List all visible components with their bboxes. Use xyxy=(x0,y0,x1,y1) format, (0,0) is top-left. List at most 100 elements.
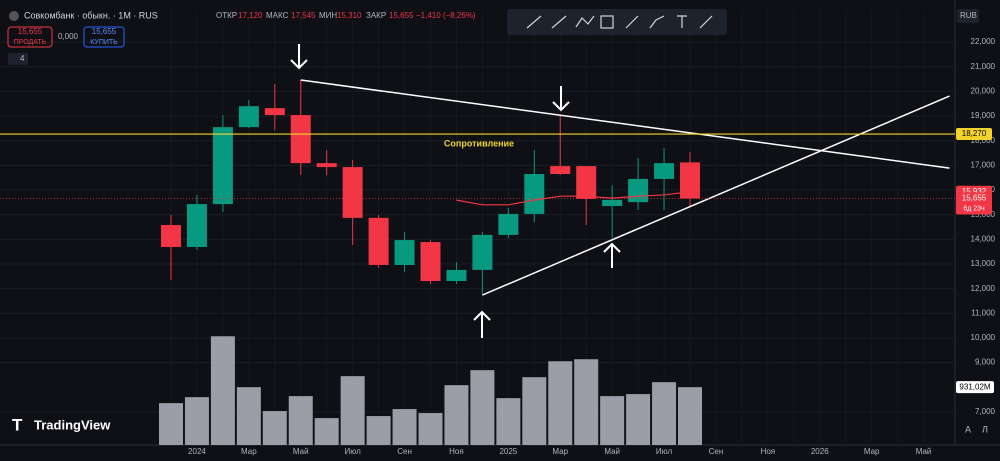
axis-price: 15,932 xyxy=(962,187,987,196)
y-tick-label: 13,000 xyxy=(971,259,996,268)
x-tick-label: Ноя xyxy=(449,447,464,456)
arrow-down xyxy=(290,44,308,70)
volume-bar xyxy=(470,370,495,445)
trendline xyxy=(300,79,950,169)
arrows xyxy=(290,44,621,338)
tool-ray[interactable] xyxy=(551,15,567,29)
candle-body xyxy=(238,106,259,128)
buy-button[interactable] xyxy=(83,26,125,48)
volume-bar xyxy=(574,359,599,445)
candle-body xyxy=(186,204,207,247)
y-tick-label: 20,000 xyxy=(971,86,996,95)
x-tick-label: Май xyxy=(916,447,932,456)
arrow-down xyxy=(552,86,570,112)
y-tick-label: 11,000 xyxy=(971,308,995,317)
currency: RUB xyxy=(960,11,977,20)
volume-bar xyxy=(210,336,235,445)
candle-body xyxy=(212,127,233,205)
volume-bar xyxy=(600,396,625,445)
volume-bar xyxy=(418,413,443,445)
y-tick-label: 22,000 xyxy=(971,37,996,46)
volume-bar xyxy=(340,376,365,445)
auto-scale[interactable]: A xyxy=(965,424,971,434)
ohlc-label: МАКС xyxy=(266,11,289,20)
volume-bar xyxy=(184,397,209,445)
candle-body xyxy=(576,166,597,199)
tool-brush[interactable] xyxy=(625,15,639,29)
arrow-up xyxy=(473,310,491,338)
x-tick-label: Мар xyxy=(241,447,257,456)
volume-bar xyxy=(159,403,183,445)
sell-button[interactable] xyxy=(7,26,53,48)
x-tick-label: Сен xyxy=(709,447,724,456)
y-tick-label: 21,000 xyxy=(971,62,996,71)
tool-text[interactable] xyxy=(677,15,687,28)
candle-body xyxy=(368,217,389,265)
candle-body xyxy=(264,108,285,116)
volume-bar xyxy=(444,385,469,445)
volume-bar xyxy=(366,416,391,445)
y-tick-label: 19,000 xyxy=(971,111,996,120)
volume-bar xyxy=(392,409,417,445)
y-tick-label: 10,000 xyxy=(971,333,996,342)
volume-bar xyxy=(626,394,651,445)
symbol: Совкомбанк · обыкн. · 1M · RUS xyxy=(24,10,158,20)
axis-price-box xyxy=(956,128,992,141)
candle-body xyxy=(316,163,337,168)
x-tick-label: Май xyxy=(604,447,620,456)
tool-highlighter[interactable] xyxy=(649,15,665,29)
volume-bar xyxy=(262,411,287,445)
indicators-toggle[interactable] xyxy=(8,53,28,65)
candle-body xyxy=(524,173,545,214)
x-tick-label: Мар xyxy=(864,447,880,456)
ohlc-value: 15,310 xyxy=(337,11,362,20)
sell-label: ПРОДАТЬ xyxy=(14,39,47,46)
axis-volume: 931,02M xyxy=(959,382,990,391)
tool-measure[interactable] xyxy=(699,15,713,29)
volume-bar xyxy=(522,377,547,445)
tool-rect[interactable] xyxy=(600,15,614,29)
volume-bar xyxy=(236,387,261,445)
change: −1,410 (−8,26%) xyxy=(416,11,476,20)
x-tick-label: Мар xyxy=(552,447,568,456)
x-tick-label: Июл xyxy=(345,447,362,456)
candle-body xyxy=(550,166,571,174)
candle-body xyxy=(680,162,700,199)
axis-price: 15,655 xyxy=(962,194,987,203)
currency-box[interactable] xyxy=(957,9,979,23)
ohlc-value: 17,545 xyxy=(291,11,316,20)
ohlc-value: 15,655 xyxy=(389,11,414,20)
x-tick-label: 2024 xyxy=(188,447,206,456)
y-tick-label: 18,000 xyxy=(971,136,996,145)
y-tick-label: 12,000 xyxy=(971,284,996,293)
x-tick-label: Июл xyxy=(656,447,673,456)
candle-body xyxy=(394,240,415,265)
toolbar-icons xyxy=(526,15,713,29)
ohlc-label: МИН xyxy=(319,11,337,20)
ohlc-label: ОТКР xyxy=(216,11,237,20)
tool-trend[interactable] xyxy=(526,15,542,29)
resistance-text: Сопротивление xyxy=(444,138,514,148)
plot: Сопротивление xyxy=(0,10,955,445)
candle-body xyxy=(498,213,519,235)
x-tick-label: 2026 xyxy=(811,447,829,456)
volume-bar xyxy=(678,387,702,445)
x-tick-label: 2025 xyxy=(499,447,517,456)
drawing-toolbar xyxy=(507,9,727,35)
volume-bar xyxy=(548,361,573,445)
y-tick-label: 9,000 xyxy=(975,358,996,367)
volume-bar xyxy=(314,418,339,445)
indicators-count: 4 xyxy=(20,54,25,63)
x-tick-label: Май xyxy=(293,447,309,456)
spread: 0,000 xyxy=(58,32,79,41)
candle-body xyxy=(446,269,467,282)
tool-path[interactable] xyxy=(575,15,595,28)
candle-body xyxy=(342,167,363,218)
log-scale[interactable]: Л xyxy=(982,424,988,434)
volume-bar xyxy=(496,398,521,445)
sell-price: 15,655 xyxy=(18,27,43,36)
ohlc-value: 17,120 xyxy=(238,11,263,20)
candle-body xyxy=(420,242,441,282)
